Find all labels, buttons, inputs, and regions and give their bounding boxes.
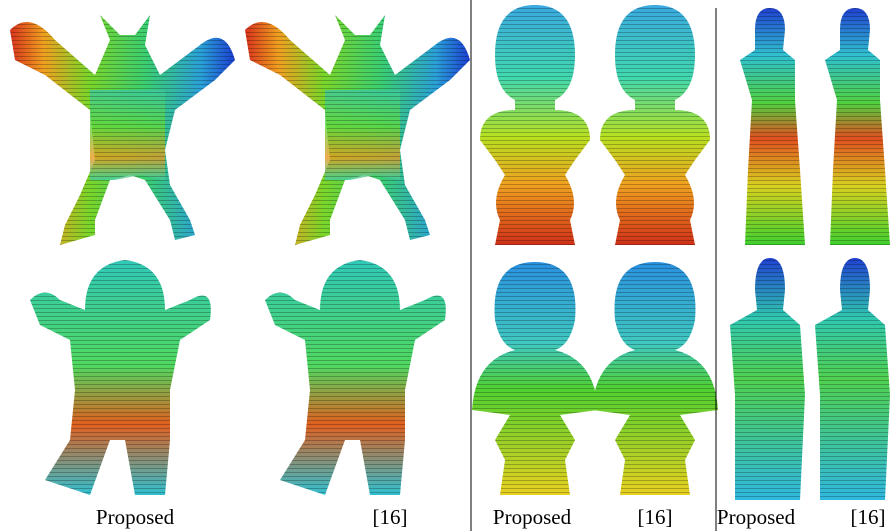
caption: Proposed — [96, 505, 175, 529]
mesh-render — [10, 15, 235, 245]
mesh-render — [600, 5, 710, 245]
mesh-render — [815, 258, 890, 500]
caption: Proposed — [717, 505, 796, 529]
mesh-render — [740, 8, 805, 245]
mesh-render — [480, 5, 590, 245]
caption: [16] — [373, 505, 408, 529]
mesh-render — [472, 262, 598, 495]
caption: [16] — [851, 505, 886, 529]
renderings — [10, 5, 890, 500]
mesh-render — [825, 8, 890, 245]
mesh-render — [30, 260, 211, 495]
caption: [16] — [638, 505, 673, 529]
mesh-render — [245, 15, 470, 245]
figure: Proposed [16] Proposed [16] Proposed [16… — [0, 0, 893, 531]
mesh-render — [730, 258, 805, 500]
mesh-render — [592, 262, 718, 495]
caption: Proposed — [493, 505, 572, 529]
mesh-render — [265, 260, 446, 495]
